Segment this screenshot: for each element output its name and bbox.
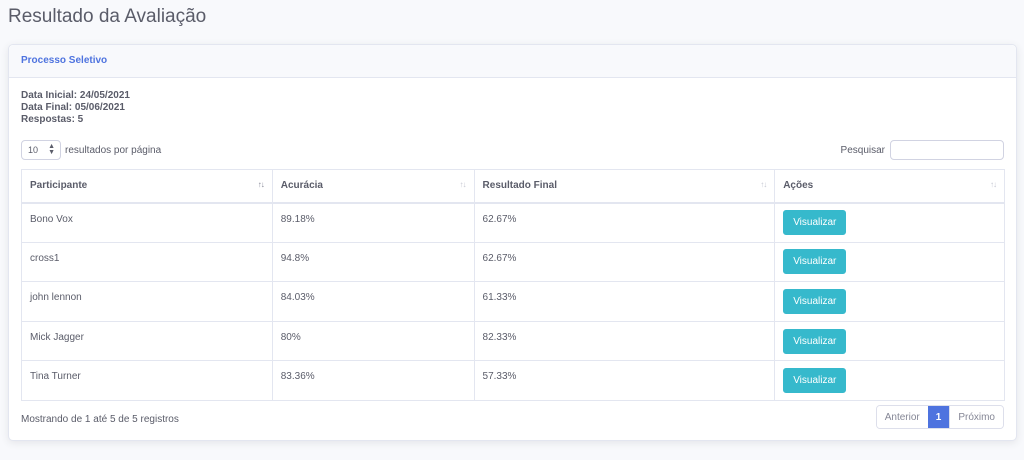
select-arrows-icon: ▲ ▼: [48, 143, 55, 156]
page-length-value: 10: [28, 145, 39, 155]
table-row: Tina Turner 83.36% 57.33% Visualizar: [21, 360, 1005, 401]
cell-acuracia: 80%: [271, 320, 475, 362]
cell-participante: john lennon: [21, 281, 273, 322]
cell-acoes: Visualizar: [774, 360, 1005, 401]
cell-acoes: Visualizar: [774, 320, 1005, 362]
page-length-control: 10 ▲ ▼ resultados por página: [21, 140, 161, 160]
cell-participante: cross1: [21, 241, 273, 283]
page-length-select[interactable]: 10 ▲ ▼: [21, 140, 61, 160]
cell-acoes: Visualizar: [774, 241, 1005, 283]
responses-count: Respostas: 5: [21, 114, 84, 125]
pagination: Anterior 1 Próximo: [875, 405, 1004, 429]
column-header-resultado-final[interactable]: Resultado Final ↑↓: [473, 169, 776, 204]
cell-acoes: Visualizar: [774, 281, 1005, 322]
next-page-button[interactable]: Próximo: [949, 406, 1003, 428]
cell-participante: Mick Jagger: [21, 320, 273, 362]
search-label: Pesquisar: [840, 144, 885, 156]
cell-resultado: 62.67%: [473, 202, 776, 243]
cell-resultado: 57.33%: [473, 360, 776, 401]
view-button[interactable]: Visualizar: [783, 368, 847, 394]
page-length-label: resultados por página: [65, 144, 162, 156]
end-date: Data Final: 05/06/2021: [21, 102, 125, 113]
sort-icon: ↑↓: [459, 180, 467, 189]
view-button[interactable]: Visualizar: [783, 288, 847, 314]
table-row: john lennon 84.03% 61.33% Visualizar: [21, 281, 1005, 322]
cell-acuracia: 84.03%: [271, 281, 475, 322]
view-button[interactable]: Visualizar: [783, 328, 847, 354]
cell-resultado: 62.67%: [473, 241, 776, 283]
search-control: Pesquisar: [841, 140, 1004, 160]
sort-icon: ↑↓: [990, 180, 997, 189]
column-header-participante[interactable]: Participante ↑↓: [21, 169, 273, 204]
column-header-acuracia[interactable]: Acurácia ↑↓: [271, 169, 475, 204]
sort-icon: ↑↓: [257, 180, 265, 189]
view-button[interactable]: Visualizar: [783, 210, 847, 236]
start-date: Data Inicial: 24/05/2021: [21, 90, 130, 101]
previous-page-button[interactable]: Anterior: [876, 406, 928, 428]
cell-resultado: 82.33%: [473, 320, 776, 362]
results-table: Participante ↑↓ Acurácia ↑↓ Resultado Fi…: [21, 169, 1005, 401]
card-title: Processo Seletivo: [21, 55, 108, 66]
cell-acoes: Visualizar: [774, 202, 1005, 243]
page-1-button[interactable]: 1: [927, 406, 950, 428]
table-header-row: Participante ↑↓ Acurácia ↑↓ Resultado Fi…: [21, 169, 1005, 204]
table-info: Mostrando de 1 até 5 de 5 registros: [21, 414, 179, 425]
view-button[interactable]: Visualizar: [783, 249, 847, 275]
cell-participante: Bono Vox: [21, 202, 273, 243]
card-header: Processo Seletivo: [9, 45, 1016, 78]
results-card: Processo Seletivo Data Inicial: 24/05/20…: [8, 44, 1017, 441]
cell-acuracia: 89.18%: [271, 202, 475, 243]
cell-acuracia: 83.36%: [271, 360, 475, 401]
column-label: Ações: [783, 180, 814, 192]
cell-resultado: 61.33%: [473, 281, 776, 322]
column-header-acoes[interactable]: Ações ↑↓: [774, 169, 1005, 204]
cell-participante: Tina Turner: [21, 360, 273, 401]
table-row: Mick Jagger 80% 82.33% Visualizar: [21, 320, 1005, 362]
page-title: Resultado da Avaliação: [8, 6, 207, 27]
column-label: Acurácia: [280, 180, 323, 192]
table-row: Bono Vox 89.18% 62.67% Visualizar: [21, 202, 1005, 243]
cell-acuracia: 94.8%: [271, 241, 475, 283]
table-row: cross1 94.8% 62.67% Visualizar: [21, 241, 1005, 283]
sort-icon: ↑↓: [760, 180, 767, 189]
search-input[interactable]: [890, 140, 1004, 160]
column-label: Resultado Final: [482, 180, 557, 192]
column-label: Participante: [30, 180, 88, 192]
evaluation-info: Data Inicial: 24/05/2021 Data Final: 05/…: [21, 90, 130, 126]
